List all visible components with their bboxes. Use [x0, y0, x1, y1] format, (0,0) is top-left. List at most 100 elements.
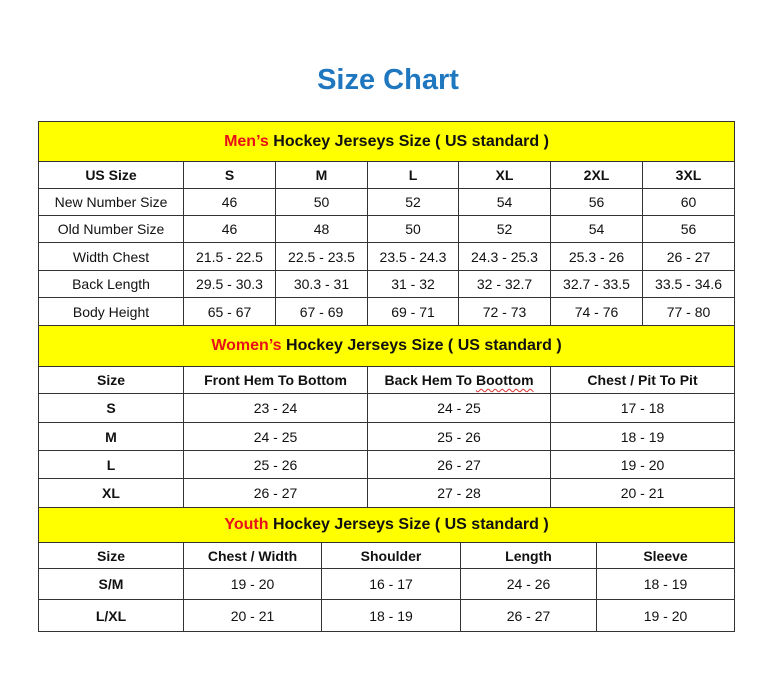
table-cell: 52 [367, 188, 459, 216]
row-label: Old Number Size [38, 215, 184, 243]
table-cell: 18 - 19 [595, 568, 736, 600]
table-cell: 60 [641, 188, 736, 216]
table-row: New Number Size 46 50 52 54 56 60 [38, 188, 736, 216]
table-cell: 22.5 - 23.5 [275, 242, 368, 271]
women-highlight: Women’s [211, 337, 282, 354]
row-label: XL [38, 478, 184, 508]
table-row: Back Length 29.5 - 30.3 30.3 - 31 31 - 32 32… [38, 270, 736, 298]
column-header: XL [458, 161, 551, 189]
table-cell: 27 - 28 [367, 478, 551, 508]
youth-highlight: Youth [224, 516, 269, 533]
table-row: Body Height 65 - 67 67 - 69 69 - 71 72 - 73 7… [38, 297, 736, 326]
women-heading-text: Hockey Jerseys Size ( US standard ) [281, 337, 562, 354]
youth-section-heading: Youth Hockey Jerseys Size ( US standard … [37, 507, 736, 543]
table-cell: 67 - 69 [275, 297, 368, 326]
table-cell: 19 - 20 [549, 450, 736, 479]
table-row: L/XL 20 - 21 18 - 19 26 - 27 19 - 20 [38, 599, 736, 632]
table-cell: 56 [641, 215, 736, 243]
column-header: Size [38, 366, 184, 394]
table-cell: 18 - 19 [321, 599, 461, 632]
table-row: S/M 19 - 20 16 - 17 24 - 26 18 - 19 [38, 568, 736, 600]
men-heading-text: Hockey Jerseys Size ( US standard ) [268, 132, 549, 150]
table-cell: 46 [183, 188, 276, 216]
table-cell: 21.5 - 22.5 [183, 242, 276, 271]
table-cell: 48 [275, 215, 368, 243]
table-cell: 24.3 - 25.3 [458, 242, 551, 271]
column-header: Chest / Width [183, 542, 322, 569]
column-header: Size [38, 542, 184, 569]
women-section-heading: Women’s Hockey Jerseys Size ( US standar… [37, 325, 736, 367]
table-cell: 52 [458, 215, 551, 243]
table-cell: 50 [367, 215, 459, 243]
table-cell: 54 [550, 215, 643, 243]
row-label: Back Length [38, 270, 184, 298]
row-label: Width Chest [38, 242, 184, 271]
column-header: Shoulder [321, 542, 461, 569]
table-cell: 25 - 26 [183, 450, 368, 479]
table-row: L 25 - 26 26 - 27 19 - 20 [38, 450, 736, 479]
size-chart: Men’s Hockey Jerseys Size ( US standard … [37, 121, 736, 632]
table-cell: 26 - 27 [183, 478, 368, 508]
table-cell: 31 - 32 [367, 270, 459, 298]
table-cell: 65 - 67 [183, 297, 276, 326]
column-header: Sleeve [595, 542, 736, 569]
table-cell: 29.5 - 30.3 [183, 270, 276, 298]
table-cell: 16 - 17 [321, 568, 461, 600]
table-row: M 24 - 25 25 - 26 18 - 19 [38, 422, 736, 451]
column-header: M [275, 161, 368, 189]
table-row: XL 26 - 27 27 - 28 20 - 21 [38, 478, 736, 508]
table-cell: 25.3 - 26 [550, 242, 643, 271]
youth-column-header-row: Size Chest / Width Shoulder Length Sleeve [38, 542, 736, 569]
table-cell: 33.5 - 34.6 [641, 270, 736, 298]
row-label: L/XL [38, 599, 184, 632]
table-cell: 46 [183, 215, 276, 243]
table-cell: 26 - 27 [641, 242, 736, 271]
table-cell: 30.3 - 31 [275, 270, 368, 298]
men-highlight: Men’s [224, 132, 269, 150]
column-header: Front Hem To Bottom [183, 366, 368, 394]
row-label: L [38, 450, 184, 479]
table-cell: 32 - 32.7 [458, 270, 551, 298]
table-cell: 20 - 21 [183, 599, 322, 632]
table-cell: 18 - 19 [549, 422, 736, 451]
page-title: Size Chart [317, 64, 459, 96]
column-header: 2XL [550, 161, 643, 189]
table-cell: 24 - 25 [367, 393, 551, 423]
row-label: New Number Size [38, 188, 184, 216]
column-header: 3XL [641, 161, 736, 189]
youth-heading-text: Hockey Jerseys Size ( US standard ) [268, 516, 549, 533]
column-header: Length [460, 542, 597, 569]
column-header: Back Hem To Boottom [367, 366, 551, 394]
column-header: Chest / Pit To Pit [549, 366, 736, 394]
table-cell: 25 - 26 [367, 422, 551, 451]
table-cell: 72 - 73 [458, 297, 551, 326]
row-label: S/M [38, 568, 184, 600]
women-size-table: Women’s Hockey Jerseys Size ( US standar… [37, 325, 736, 508]
row-label: Body Height [38, 297, 184, 326]
row-label: M [38, 422, 184, 451]
table-cell: 23 - 24 [183, 393, 368, 423]
table-cell: 77 - 80 [641, 297, 736, 326]
table-cell: 19 - 20 [595, 599, 736, 632]
row-label: S [38, 393, 184, 423]
table-cell: 26 - 27 [367, 450, 551, 479]
men-section-heading: Men’s Hockey Jerseys Size ( US standard … [37, 121, 736, 162]
table-cell: 20 - 21 [549, 478, 736, 508]
men-column-header-row: US Size S M L XL 2XL 3XL [38, 161, 736, 189]
table-cell: 32.7 - 33.5 [550, 270, 643, 298]
table-cell: 19 - 20 [183, 568, 322, 600]
column-header: L [367, 161, 459, 189]
table-cell: 17 - 18 [549, 393, 736, 423]
column-header: US Size [38, 161, 184, 189]
table-cell: 74 - 76 [550, 297, 643, 326]
spellcheck-underline: Boottom [476, 372, 534, 388]
table-row: S 23 - 24 24 - 25 17 - 18 [38, 393, 736, 423]
table-cell: 69 - 71 [367, 297, 459, 326]
table-row: Old Number Size 46 48 50 52 54 56 [38, 215, 736, 243]
table-cell: 23.5 - 24.3 [367, 242, 459, 271]
women-column-header-row: Size Front Hem To Bottom Back Hem To Boott… [38, 366, 736, 394]
table-cell: 24 - 26 [460, 568, 597, 600]
men-size-table: Men’s Hockey Jerseys Size ( US standard … [37, 121, 736, 326]
table-cell: 26 - 27 [460, 599, 597, 632]
table-cell: 54 [458, 188, 551, 216]
